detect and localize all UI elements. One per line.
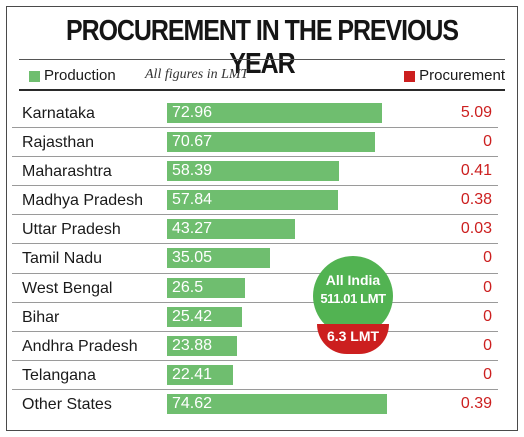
procurement-value: 0: [483, 307, 492, 325]
state-label: Rajasthan: [22, 134, 95, 152]
production-value: 22.41: [172, 365, 213, 383]
procurement-value: 0: [483, 278, 492, 296]
title-divider: [19, 59, 505, 60]
table-row: Other States 74.62 0.39: [12, 390, 498, 419]
table-row: Maharashtra 58.39 0.41: [12, 157, 498, 187]
production-bar: [167, 161, 340, 182]
table-row: West Bengal 26.5 0: [12, 274, 498, 303]
production-bar: [167, 132, 376, 153]
procurement-value: 5.09: [460, 104, 492, 121]
state-label: Karnataka: [22, 105, 95, 122]
state-label: Uttar Pradesh: [22, 221, 121, 239]
production-value: 35.05: [172, 249, 213, 267]
legend-divider: [19, 89, 505, 91]
production-bar: [167, 364, 234, 385]
production-value: 23.88: [172, 336, 213, 354]
procurement-value: 0: [483, 133, 492, 151]
production-value: 70.67: [172, 133, 213, 151]
legend-procurement-label: Procurement: [419, 67, 505, 84]
production-value: 26.5: [172, 278, 204, 296]
production-value: 58.39: [172, 162, 213, 180]
procurement-value: 0.38: [460, 191, 492, 209]
production-bar: [167, 306, 242, 327]
table-row: Rajasthan 70.67 0: [12, 128, 498, 158]
state-label: Andhra Pradesh: [22, 337, 138, 355]
all-india-procurement-pill: 6.3 LMT: [317, 324, 389, 354]
all-india-label: All India: [325, 272, 381, 288]
production-bar: [167, 277, 246, 298]
legend-procurement-swatch: [404, 70, 416, 82]
production-bar: [167, 219, 295, 240]
production-bar: [167, 190, 338, 211]
table-row: Telangana 22.41 0: [12, 361, 498, 390]
table-row: Tamil Nadu 35.05 0: [12, 244, 498, 274]
state-label: Tamil Nadu: [22, 250, 103, 268]
production-bar: [167, 248, 271, 269]
procurement-value: 0: [483, 365, 492, 383]
all-india-circle: [313, 256, 393, 336]
legend: Production All figures in LMT Procuremen…: [29, 67, 505, 87]
table-row: Karnataka 72.96 5.09: [12, 99, 498, 129]
state-label: Maharashtra: [22, 163, 112, 181]
table-row: Uttar Pradesh 43.27 0.03: [12, 215, 498, 245]
production-value: 74.62: [172, 394, 213, 412]
procurement-value: 0.41: [460, 162, 492, 180]
production-value: 57.84: [172, 191, 213, 209]
production-value: 25.42: [172, 307, 213, 325]
all-india-production: 511.01 LMT: [320, 291, 386, 306]
procurement-value: 0: [483, 336, 492, 354]
state-label: Other States: [22, 395, 112, 413]
table-row: Andhra Pradesh 23.88 0: [12, 332, 498, 361]
procurement-value: 0.39: [460, 394, 492, 412]
legend-production: Production: [29, 67, 116, 84]
legend-procurement: Procurement: [404, 67, 505, 84]
legend-production-swatch: [29, 70, 40, 82]
production-bar: [167, 103, 383, 123]
state-label: Bihar: [22, 308, 60, 326]
procurement-value: 0.03: [460, 220, 492, 238]
production-bar: [167, 393, 387, 414]
state-label: West Bengal: [22, 279, 113, 297]
procurement-value: 0: [483, 249, 492, 267]
all-india-badge: All India 511.01 LMT 6.3 LMT: [313, 256, 393, 356]
table-row: Bihar 25.42 0: [12, 303, 498, 332]
legend-production-label: Production: [44, 67, 116, 84]
production-value: 43.27: [172, 220, 213, 238]
state-label: Telangana: [22, 366, 96, 384]
all-india-procurement: 6.3 LMT: [326, 328, 380, 344]
state-label: Madhya Pradesh: [22, 192, 143, 210]
legend-units-note: All figures in LMT: [145, 67, 249, 82]
production-value: 72.96: [172, 104, 213, 121]
chart-title: PROCUREMENT IN THE PREVIOUS YEAR: [65, 15, 459, 80]
production-bar: [167, 335, 238, 356]
table-row: Madhya Pradesh 57.84 0.38: [12, 186, 498, 216]
data-rows: Karnataka 72.96 5.09 Rajasthan 70.67 0 Maharas…: [12, 99, 498, 419]
